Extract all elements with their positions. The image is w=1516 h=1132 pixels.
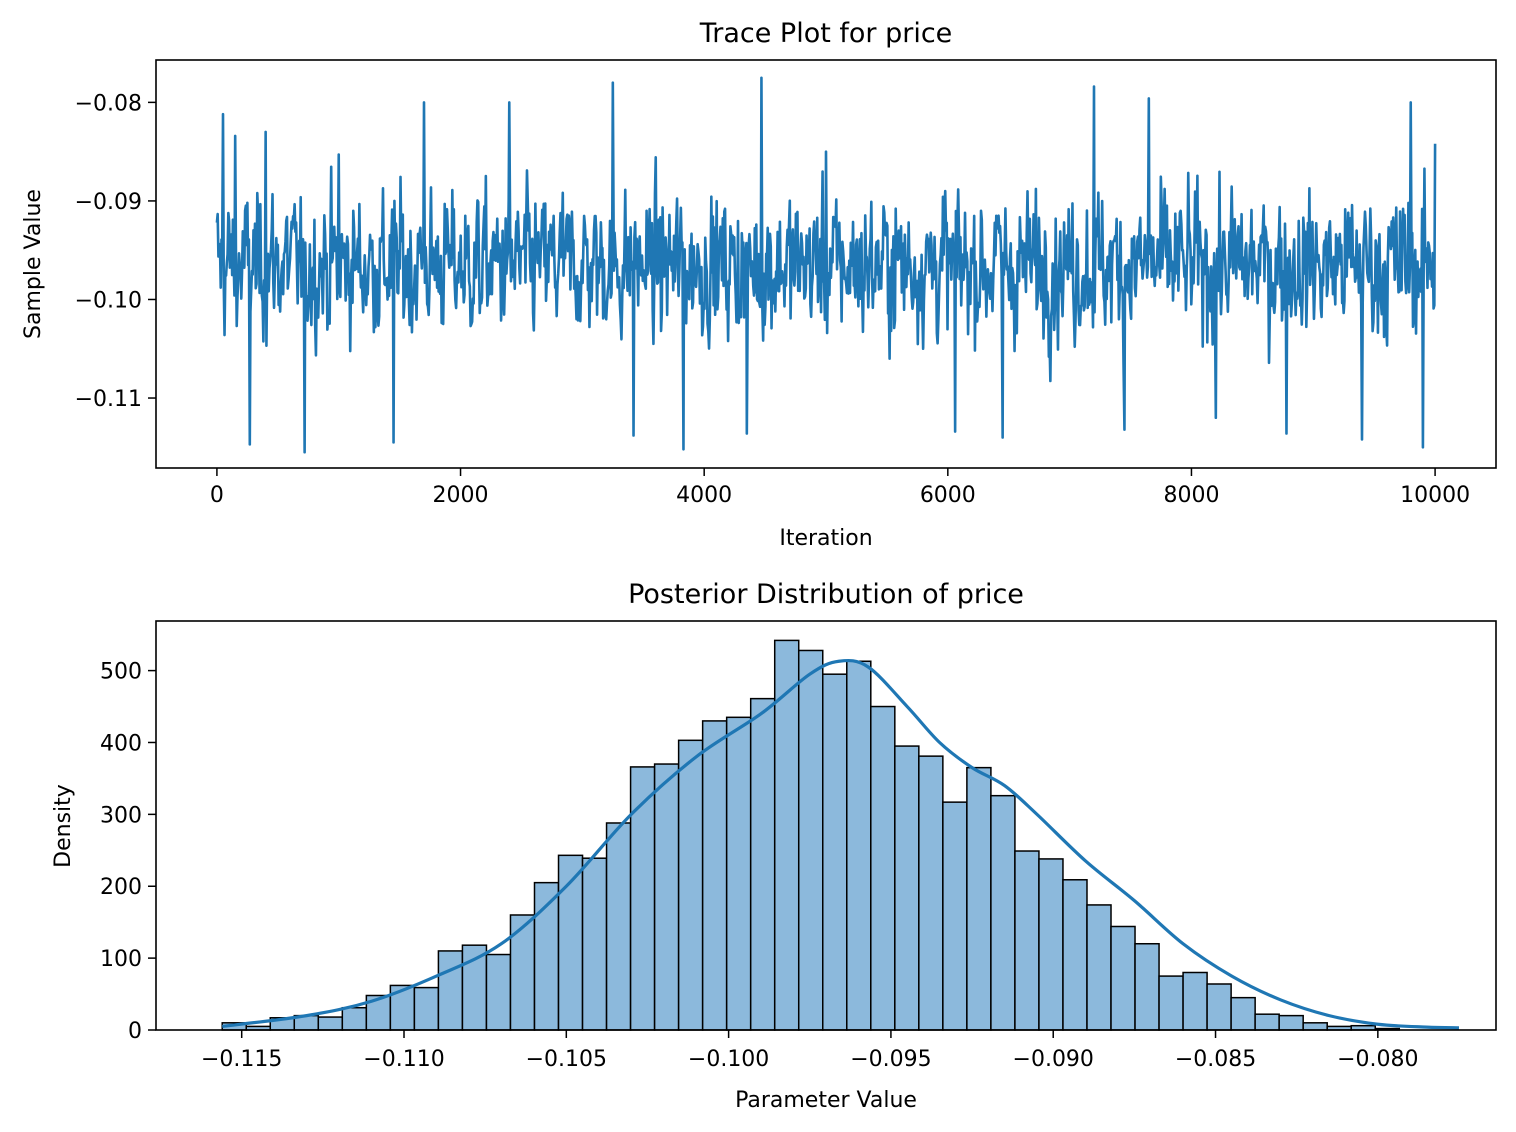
posterior-x-tick-label: −0.105: [526, 1047, 607, 1072]
histogram-bar: [1158, 975, 1184, 1031]
posterior-x-tick-label: −0.085: [1175, 1047, 1256, 1072]
histogram-bar: [1086, 904, 1112, 1031]
posterior-y-tick-label: 300: [100, 803, 142, 828]
histogram-bar: [1134, 942, 1160, 1031]
posterior-x-tick-label: −0.090: [1013, 1047, 1094, 1072]
trace-x-axis-label: Iteration: [779, 526, 872, 551]
posterior-x-axis: −0.115 −0.110 −0.105 −0.100 −0.095 −0.090 −0.0…: [201, 1030, 1419, 1072]
trace-x-axis: 0 2000 4000 6000 8000 10000: [210, 468, 1470, 508]
histogram-bar: [1062, 879, 1088, 1031]
histogram-bar: [581, 857, 608, 1031]
posterior-plot-frame: [155, 620, 1497, 1031]
trace-y-tick-label: −0.08: [75, 91, 142, 116]
trace-x-tick-label: 0: [210, 483, 224, 508]
histogram-bar: [605, 822, 632, 1031]
trace-series-line: [215, 76, 1437, 454]
histogram-bar: [749, 697, 776, 1031]
trace-y-tick-label: −0.10: [75, 288, 142, 313]
histogram-bar: [1278, 1014, 1304, 1031]
posterior-x-tick-label: −0.115: [201, 1047, 282, 1072]
posterior-plot-title: Posterior Distribution of price: [628, 579, 1024, 610]
histogram-bar: [701, 720, 728, 1031]
histogram-bar: [822, 673, 848, 1031]
kde-layer: [222, 658, 1460, 1030]
histogram-bar: [1254, 1013, 1280, 1031]
posterior-x-tick-label: −0.095: [850, 1047, 931, 1072]
trace-x-tick-label: 4000: [676, 483, 732, 508]
trace-x-tick-label: 8000: [1163, 483, 1219, 508]
trace-plot: Trace Plot for price 0 2000 4000 6000 8000 10…: [21, 18, 1497, 551]
posterior-x-tick-label: −0.100: [688, 1047, 769, 1072]
histogram-bar: [725, 716, 752, 1031]
posterior-x-tick-label: −0.080: [1337, 1047, 1418, 1072]
histogram-bar: [629, 766, 656, 1031]
histogram-bar: [846, 660, 872, 1031]
histogram-bar: [894, 745, 920, 1031]
histogram-bar: [413, 986, 440, 1031]
histogram-bar: [1014, 850, 1040, 1031]
histogram-bar: [341, 1006, 368, 1031]
posterior-y-tick-label: 500: [100, 660, 142, 685]
posterior-y-tick-label: 100: [100, 947, 142, 972]
histogram-bar: [918, 755, 944, 1031]
trace-data-layer: [215, 76, 1437, 454]
histogram-bar: [1206, 983, 1232, 1031]
trace-x-tick-label: 6000: [920, 483, 976, 508]
trace-plot-title: Trace Plot for price: [699, 18, 953, 49]
posterior-y-tick-label: 0: [128, 1019, 142, 1044]
histogram-bar: [1182, 971, 1208, 1031]
trace-plot-frame: [155, 59, 1497, 469]
posterior-x-axis-label: Parameter Value: [735, 1088, 917, 1113]
posterior-y-tick-label: 200: [100, 875, 142, 900]
posterior-y-axis: 0 100 200 300 400 500: [100, 660, 156, 1044]
histogram-bar: [1302, 1022, 1328, 1031]
histogram-bar: [653, 763, 680, 1031]
posterior-x-tick-label: −0.110: [363, 1047, 444, 1072]
histogram-bar: [966, 766, 992, 1031]
trace-x-tick-label: 10000: [1400, 483, 1470, 508]
histogram-bar: [942, 801, 968, 1031]
histogram-bar: [797, 649, 824, 1031]
trace-y-axis: −0.11 −0.10 −0.09 −0.08: [75, 91, 156, 412]
histogram-bar: [677, 739, 704, 1031]
trace-y-tick-label: −0.09: [75, 190, 142, 215]
trace-y-tick-label: −0.11: [75, 387, 142, 412]
histogram-bar: [437, 950, 464, 1031]
histogram-bar: [990, 794, 1016, 1031]
posterior-plot: Posterior Distribution of price −0.115 −0…: [51, 579, 1497, 1113]
histogram-bar: [870, 705, 896, 1031]
histogram-bar: [1110, 925, 1136, 1031]
kde-curve: [222, 658, 1460, 1030]
histogram-bar: [1230, 996, 1256, 1031]
posterior-y-axis-label: Density: [51, 784, 76, 868]
histogram-bar: [317, 1016, 344, 1031]
histogram-bar: [485, 953, 512, 1031]
histogram-bar: [1038, 858, 1064, 1031]
trace-y-axis-label: Sample Value: [21, 189, 46, 339]
posterior-y-tick-label: 400: [100, 731, 142, 756]
trace-x-tick-label: 2000: [433, 483, 489, 508]
